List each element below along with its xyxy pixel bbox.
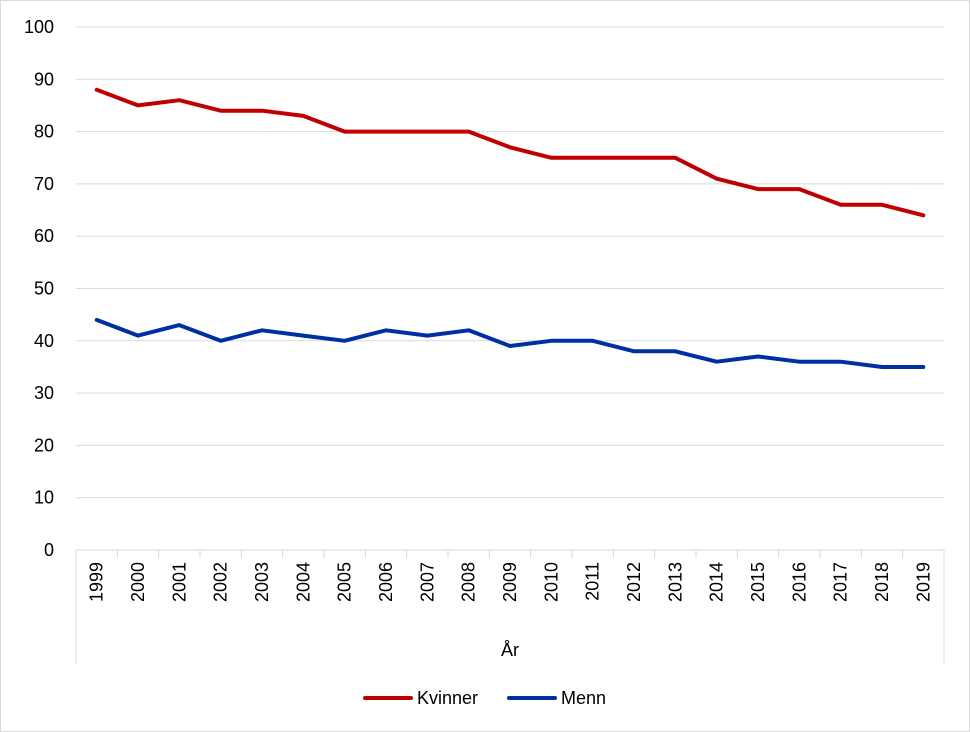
x-tick-label: 2002 [211,562,231,602]
y-tick-label: 70 [34,174,54,194]
x-tick-label: 2017 [831,562,851,602]
x-tick-label: 2012 [624,562,644,602]
x-tick-label: 2014 [707,562,727,602]
x-tick-label: 2006 [376,562,396,602]
y-tick-label: 90 [34,69,54,89]
legend-label-menn: Menn [561,688,606,708]
x-tick-label: 2000 [128,562,148,602]
x-tick-label: 2019 [913,562,933,602]
x-tick-label: 2004 [293,562,313,602]
x-tick-label: 2011 [583,562,603,601]
series-line-menn [94,317,926,369]
x-axis [75,549,945,664]
y-tick-label: 50 [34,279,54,299]
x-tick-label: 1999 [87,562,107,602]
y-tick-label: 40 [34,331,54,351]
x-tick-label: 2003 [252,562,272,602]
x-tick-label: 2016 [789,562,809,602]
x-tick-label: 2005 [335,562,355,602]
y-tick-label: 30 [34,383,54,403]
y-tick-label: 100 [24,17,54,37]
x-tick-label: 2008 [459,562,479,602]
x-tick-label: 2018 [872,562,892,602]
y-tick-label: 20 [34,435,54,455]
legend-label-kvinner: Kvinner [417,688,478,708]
y-axis-ticks: 0 10 20 30 40 50 60 70 80 90 100 [24,17,54,560]
series-line-kvinner [94,87,926,218]
x-tick-label: 2013 [665,562,685,602]
series-lines [94,87,926,369]
gridlines [76,26,944,499]
y-tick-label: 80 [34,122,54,142]
legend: Kvinner Menn [363,688,606,708]
x-axis-title: År [501,640,519,660]
x-tick-label: 2009 [500,562,520,602]
y-tick-label: 60 [34,226,54,246]
y-tick-label: 0 [44,540,54,560]
x-tick-label: 2015 [748,562,768,602]
x-axis-ticks: 1999 2000 2001 2002 2003 2004 2005 2006 2007 2008… [87,562,934,602]
x-tick-label: 2001 [169,562,189,602]
x-tick-label: 2007 [417,562,437,602]
y-tick-label: 10 [34,488,54,508]
x-tick-label: 2010 [541,562,561,602]
